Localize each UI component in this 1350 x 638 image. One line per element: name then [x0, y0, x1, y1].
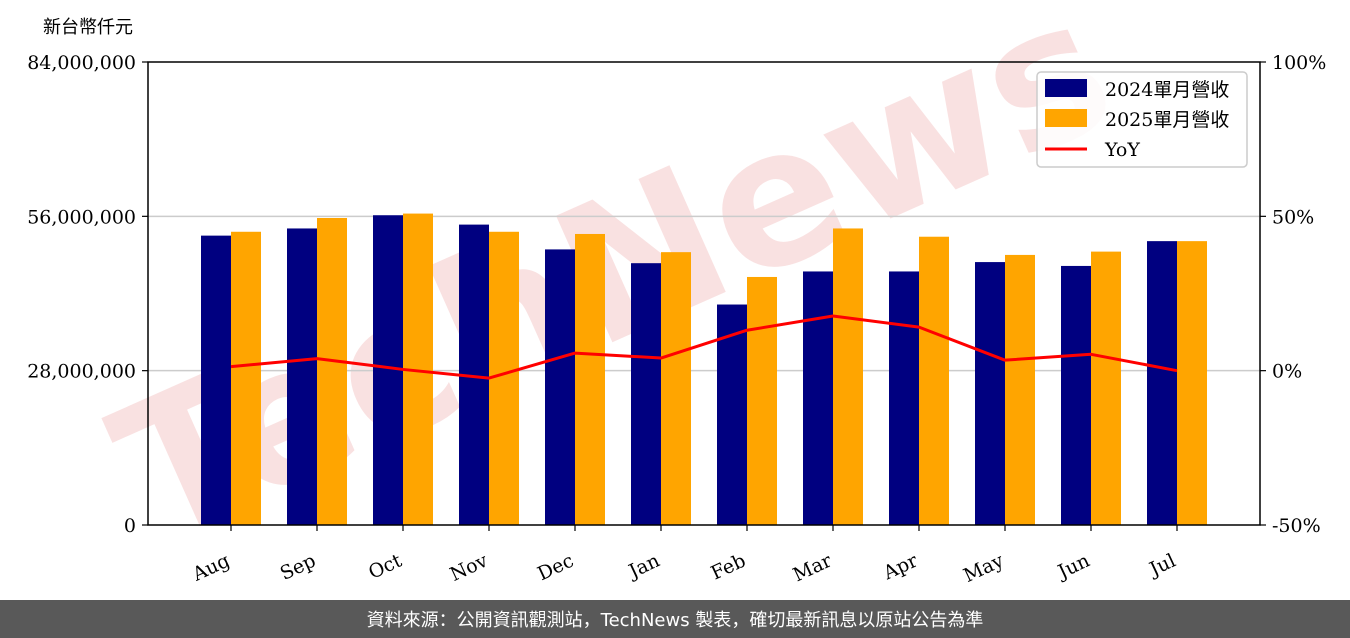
legend-swatch [1045, 79, 1087, 97]
x-tick-label: Feb [708, 550, 750, 585]
right-tick-label: 100% [1272, 52, 1326, 74]
bar-2024-dec [545, 249, 575, 525]
left-tick-label: 84,000,000 [27, 52, 136, 74]
x-tick-label: Sep [277, 550, 319, 585]
x-tick-label: Jun [1053, 550, 1093, 584]
source-footer: 資料來源：公開資訊觀測站，TechNews 製表，確切最新訊息以原站公告為準 [0, 600, 1350, 638]
x-tick-label: Nov [447, 549, 492, 585]
bar-2025-feb [747, 276, 777, 525]
bar-2024-jun [1061, 265, 1091, 525]
bar-2025-jan [661, 252, 691, 526]
bar-2025-apr [919, 236, 949, 525]
x-tick-label: Mar [790, 549, 836, 586]
x-tick-label: Jul [1144, 550, 1179, 582]
x-tick-label: Jan [624, 550, 663, 584]
x-tick-label: May [960, 549, 1007, 587]
legend-swatch [1045, 109, 1087, 127]
plot-frame [147, 61, 1261, 526]
legend: 2024單月營收 2025單月營收 YoY [1036, 71, 1248, 168]
bar-2024-jan [631, 263, 661, 525]
left-tick-label: 56,000,000 [27, 206, 136, 228]
yoy-line-layer [230, 314, 1178, 380]
legend-label: YoY [1104, 139, 1140, 161]
bar-2025-jul [1177, 241, 1207, 525]
bar-2025-sep [317, 217, 347, 525]
bar-2025-mar [833, 228, 863, 525]
bar-2025-jun [1091, 251, 1121, 525]
legend-label: 2025單月營收 [1105, 109, 1229, 131]
legend-label: 2024單月營收 [1105, 79, 1229, 101]
x-tick-label: Oct [365, 549, 405, 583]
x-tick-label: Apr [879, 549, 922, 585]
right-tick-label: -50% [1272, 515, 1321, 537]
bar-2025-dec [575, 233, 605, 525]
right-tick-label: 0% [1272, 361, 1302, 383]
right-tick-label: 50% [1272, 206, 1314, 228]
revenue-chart: TechNews 028,000,00056,000,00084,000,000… [27, 0, 1326, 587]
bar-2024-mar [803, 271, 833, 525]
left-tick-label: 28,000,000 [27, 361, 136, 383]
bar-2025-may [1005, 254, 1035, 525]
bar-2024-feb [717, 304, 747, 525]
bars [201, 213, 1207, 526]
footer-text: 資料來源：公開資訊觀測站，TechNews 製表，確切最新訊息以原站公告為準 [366, 610, 984, 631]
bar-2024-apr [889, 271, 919, 525]
bar-2024-sep [287, 228, 317, 525]
chart-container: TechNews 0 28,000,000 56,000,000 84,000,000… [27, 0, 1326, 587]
bar-2024-aug [201, 235, 231, 525]
bar-2025-aug [231, 231, 261, 525]
legend-box [1036, 71, 1248, 168]
unit-label: 新台幣仟元 [43, 17, 133, 38]
left-tick-label: 0 [124, 515, 136, 537]
bar-2025-nov [489, 231, 519, 525]
x-tick-label: Dec [534, 550, 577, 586]
bar-2024-jul [1147, 241, 1177, 525]
yoy-line [230, 314, 1178, 380]
bar-2024-may [975, 262, 1005, 525]
